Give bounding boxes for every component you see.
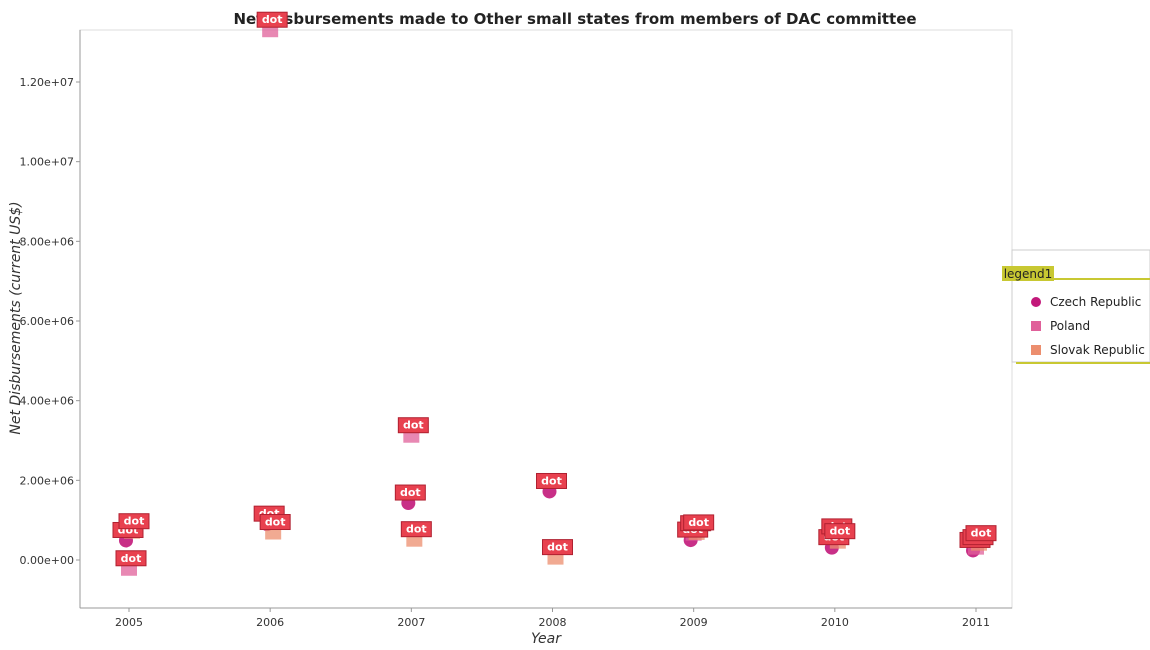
legend-title-badge: [1002, 266, 1054, 281]
chart-title: Net disbursements made to Other small st…: [233, 10, 916, 28]
x-tick-label: 2008: [539, 616, 567, 629]
point-badge: [397, 417, 429, 434]
legend-rule: [1016, 278, 1150, 280]
legend-marker-czech: [1031, 297, 1041, 307]
point-badge: [256, 11, 288, 28]
x-tick-label: 2007: [397, 616, 425, 629]
y-tick-label: 4.00e+06: [20, 395, 74, 408]
point-badge-label: dot: [547, 541, 568, 554]
y-axis: 0.00e+00 2.00e+06 4.00e+06 6.00e+06 8.00e+06…: [20, 30, 81, 608]
point-badge-label: dot: [121, 552, 142, 565]
x-axis-title: Year: [531, 631, 562, 647]
point-badge: [400, 521, 432, 538]
y-tick-label: 1.20e+07: [20, 76, 74, 89]
point-badge-label: dot: [541, 474, 562, 487]
legend-label: Czech Republic: [1050, 295, 1141, 309]
x-tick-label: 2011: [962, 616, 990, 629]
x-tick-label: 2005: [115, 616, 143, 629]
point-badge-label: dot: [262, 13, 283, 26]
point-badge-label: dot: [829, 525, 850, 538]
x-tick-label: 2009: [680, 616, 708, 629]
legend-marker-poland: [1031, 321, 1041, 331]
point-badge-label: dot: [406, 523, 427, 536]
point-badge: [824, 523, 856, 540]
point-badge-label: dot: [124, 515, 145, 528]
x-tick-label: 2010: [821, 616, 849, 629]
point-badge: [118, 513, 150, 530]
point-badge: [542, 539, 573, 556]
legend-label: Slovak Republic: [1050, 343, 1145, 357]
y-tick-label: 8.00e+06: [20, 235, 74, 248]
point-badge-label: dot: [688, 516, 709, 529]
y-axis-title: Net Disbursements (current US$): [8, 201, 24, 434]
point-badge: [536, 472, 567, 489]
x-axis: 2005 2006 2007 2008 2009 2010 2011: [80, 607, 1012, 629]
legend: legend1 Czech Republic Poland Slovak Repub…: [1002, 249, 1150, 364]
point-badge-label: dot: [400, 486, 421, 499]
point-badge: [259, 514, 291, 531]
y-tick-label: 1.00e+07: [20, 156, 74, 169]
point-badge-label: dot: [265, 516, 286, 529]
legend-marker-slovak: [1031, 345, 1041, 355]
point-badge: [115, 550, 147, 567]
legend-rule: [1016, 362, 1150, 364]
point-badge: [965, 525, 997, 542]
point-badge: [394, 484, 426, 501]
legend-title: legend1: [1004, 267, 1053, 281]
x-tick-label: 2006: [256, 616, 284, 629]
point-badge-label: dot: [403, 419, 424, 432]
y-tick-label: 2.00e+06: [20, 474, 74, 487]
y-tick-label: 6.00e+06: [20, 315, 74, 328]
y-tick-label: 0.00e+00: [20, 554, 74, 567]
point-badge: [683, 514, 715, 531]
legend-label: Poland: [1050, 319, 1090, 333]
point-badge-label: dot: [971, 527, 992, 540]
